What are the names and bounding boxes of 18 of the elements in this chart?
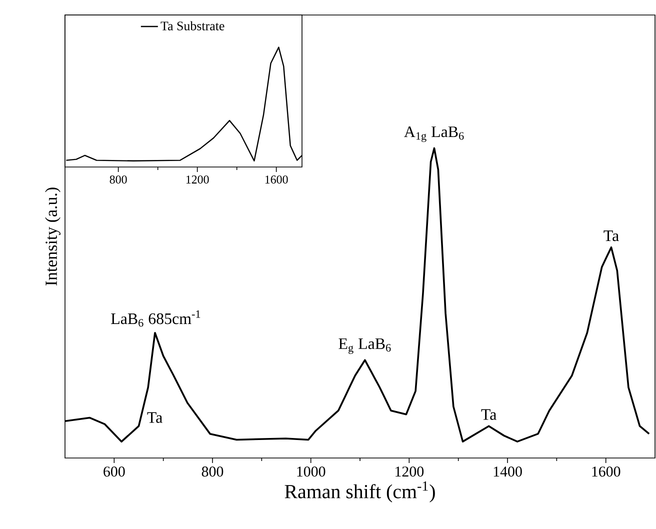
x-tick-label: 1600 (592, 466, 620, 477)
x-tick-label: 600 (104, 466, 125, 477)
x-tick-label: 1400 (494, 466, 522, 477)
x-tick-label: 800 (202, 466, 224, 477)
annotation: Ta (481, 409, 496, 420)
x-tick-label: 1600 (265, 176, 288, 184)
x-tick-label: 1200 (396, 466, 424, 477)
x-tick-label: 1000 (297, 466, 326, 477)
annotation: Ta (147, 412, 162, 423)
y-axis-title: Intensity (a.u.) (45, 188, 60, 286)
annotation: Ta (604, 230, 619, 242)
annotation: LaB$_{6}$ 685cm$^{-1}$ (111, 310, 200, 327)
annotation: E$_{g}$ LaB$_{6}$ (338, 338, 391, 354)
x-tick-label: 800 (110, 176, 127, 184)
annotation: A$_{1g}$ LaB$_{6}$ (404, 126, 464, 142)
x-axis-title: Raman shift (cm$^{-1}$) (284, 481, 435, 502)
legend-label: Ta Substrate (160, 21, 224, 30)
x-tick-label: 1200 (186, 176, 209, 184)
